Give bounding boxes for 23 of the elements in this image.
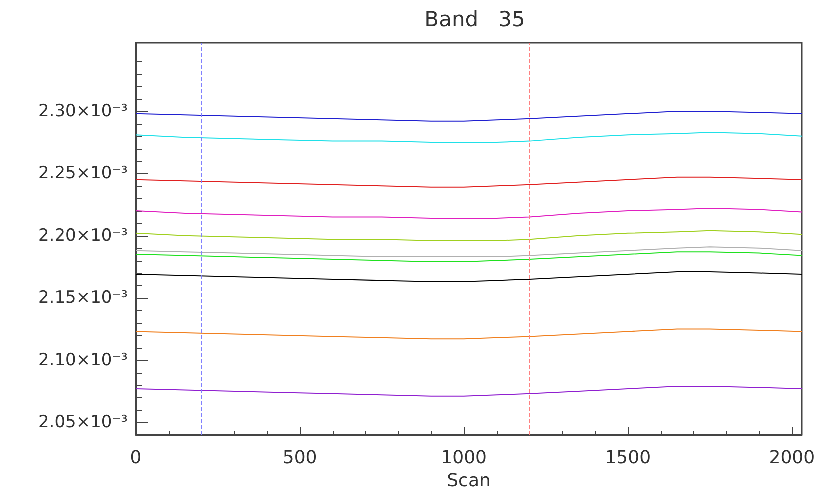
- line-series: [136, 132, 802, 144]
- x-tick-label: 1500: [605, 448, 652, 468]
- y-tick-label: 2.05×10⁻³: [38, 412, 128, 433]
- line-series: [136, 110, 802, 122]
- x-axis-title: Scan: [447, 470, 491, 492]
- x-tick-label: 1000: [441, 448, 487, 468]
- line-series: [136, 271, 802, 282]
- x-tick-label: 500: [282, 448, 318, 468]
- x-tick-label: 0: [130, 448, 142, 468]
- line-series: [136, 386, 802, 397]
- x-tick-label: 2000: [769, 448, 816, 468]
- line-series: [136, 328, 802, 340]
- line-series: [136, 252, 802, 263]
- y-tick-label: 2.10×10⁻³: [38, 350, 128, 370]
- line-series: [136, 230, 802, 242]
- line-series: [136, 208, 802, 219]
- y-tick-label: 2.15×10⁻³: [38, 288, 128, 308]
- y-tick-label: 2.30×10⁻³: [38, 101, 128, 122]
- line-series: [136, 246, 802, 258]
- line-series: [136, 176, 802, 188]
- chart-title: Band 35: [424, 8, 526, 32]
- y-tick-label: 2.20×10⁻³: [38, 226, 128, 246]
- y-tick-label: 2.25×10⁻³: [38, 164, 128, 184]
